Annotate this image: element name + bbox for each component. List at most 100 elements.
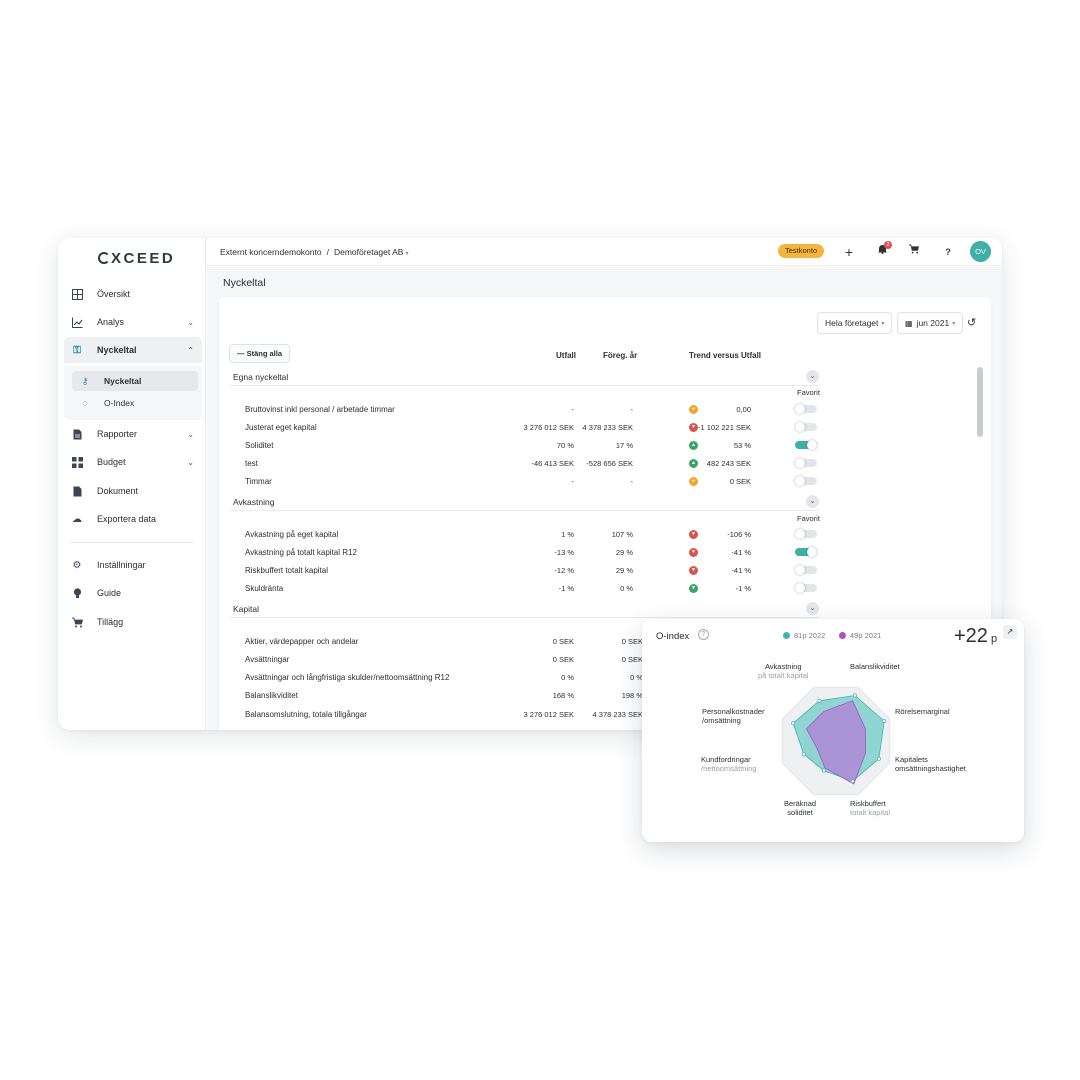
o-index-title: O-index (656, 631, 690, 642)
period-select[interactable]: ▦ jun 2021 ▾ (897, 312, 964, 334)
sidebar-subitem-label: O-Index (104, 398, 135, 408)
expand-icon[interactable]: ↗ (1003, 625, 1017, 639)
sidebar-item-label: Översikt (97, 289, 131, 299)
row-prev-year: - (630, 477, 634, 486)
sidebar-item-label: Exportera data (97, 514, 157, 524)
radar-chart (781, 686, 891, 796)
chevron-down-icon[interactable]: ▾ (405, 251, 409, 257)
row-label: Avkastning på totalt kapital R12 (245, 548, 357, 557)
close-all-button[interactable]: — Stäng alla (229, 344, 291, 363)
sidebar-subitem-nyckeltal[interactable]: ⚷ Nyckeltal (72, 371, 198, 391)
favorite-toggle[interactable] (795, 476, 817, 486)
scope-select-value: Hela företaget (825, 318, 879, 328)
sidebar-item-installningar[interactable]: ⚙ Inställningar (64, 552, 202, 578)
loader-icon: ◌ (82, 398, 88, 408)
radar-point (850, 779, 855, 784)
cart-icon[interactable] (906, 244, 922, 260)
chevron-down-icon: ⌄ (187, 317, 194, 327)
sidebar-item-label: Inställningar (97, 560, 146, 570)
sidebar-item-analys[interactable]: Analys ⌄ (64, 309, 202, 335)
favorite-toggle[interactable] (795, 547, 817, 557)
testkonto-badge: Testkonto (778, 244, 825, 258)
reset-icon[interactable]: ↺ (967, 317, 977, 329)
row-label: Avsättningar (245, 655, 290, 664)
sidebar: XCEED Översikt Analys ⌄ ⚿ Nyckeltal ⌃ ⚷ … (58, 238, 206, 730)
sidebar-item-nyckeltal[interactable]: ⚿ Nyckeltal ⌃ (64, 337, 202, 363)
sidebar-item-rapporter[interactable]: Rapporter ⌄ (64, 421, 202, 447)
favorite-toggle[interactable] (795, 440, 817, 450)
sidebar-subitem-label: Nyckeltal (104, 376, 142, 386)
favorite-toggle[interactable] (795, 422, 817, 432)
chevron-down-icon[interactable]: ⌄ (806, 602, 819, 615)
favorite-toggle[interactable] (795, 458, 817, 468)
trend-up-icon: ▲ (689, 459, 698, 468)
score-unit: p (990, 633, 998, 645)
o-index-score: +22 p (954, 625, 997, 648)
row-prev-year: 107 % (611, 530, 633, 539)
sidebar-subitem-o-index[interactable]: ◌ O-Index (72, 393, 198, 413)
trend-down-icon: ▼ (689, 566, 698, 575)
row-prev-year: 17 % (615, 441, 633, 450)
legend-item-2022: 81p 2022 (783, 631, 825, 640)
row-label: Bruttovinst inkl personal / arbetade tim… (245, 405, 395, 414)
favorite-toggle[interactable] (795, 565, 817, 575)
sidebar-divider (70, 542, 193, 543)
sidebar-submenu: ⚷ Nyckeltal ◌ O-Index (64, 366, 202, 420)
sidebar-item-oversikt[interactable]: Översikt (64, 281, 202, 307)
breadcrumb-company[interactable]: Demoföretaget AB (333, 247, 404, 257)
apps-icon (71, 456, 83, 468)
trend-down-icon: ▼ (689, 548, 698, 557)
help-icon[interactable]: ? (945, 247, 951, 257)
avatar[interactable]: OV (970, 241, 991, 262)
row-outcome: 3 276 012 SEK (523, 423, 574, 432)
chevron-down-icon: ▾ (881, 320, 885, 327)
section-title[interactable]: Egna nyckeltal (233, 372, 289, 382)
favorite-toggle[interactable] (795, 404, 817, 414)
scrollbar[interactable] (977, 367, 983, 437)
radar-point (801, 752, 806, 757)
sidebar-item-tillagg[interactable]: Tillägg (64, 609, 202, 635)
sidebar-item-exportera-data[interactable]: ☁ Exportera data (64, 506, 202, 532)
plus-icon[interactable]: + (844, 244, 854, 260)
bell-icon[interactable]: 2 (874, 241, 892, 260)
period-select-value: jun 2021 (916, 318, 950, 328)
sidebar-item-guide[interactable]: Guide (64, 580, 202, 606)
section-title[interactable]: Avkastning (233, 497, 275, 507)
help-icon[interactable]: ? (698, 629, 709, 640)
trend-down-icon: ▼ (689, 423, 698, 432)
sidebar-item-label: Nyckeltal (97, 345, 137, 355)
radar-point (791, 721, 796, 726)
chevron-down-icon: ▾ (952, 320, 956, 327)
row-trend-value: 0,00 (736, 405, 751, 414)
chevron-down-icon[interactable]: ⌄ (806, 495, 819, 508)
legend-item-2021: 49p 2021 (839, 631, 881, 640)
row-prev-year: - (630, 405, 634, 414)
favorite-toggle[interactable] (795, 583, 817, 593)
row-label: Timmar (245, 477, 272, 486)
chevron-up-icon: ⌃ (187, 345, 194, 355)
row-label: Balansomslutning, totala tillgångar (245, 710, 367, 719)
radar-axis-label: Beräknad soliditet (783, 799, 817, 817)
chevron-down-icon[interactable]: ⌄ (806, 370, 819, 383)
o-index-card: O-index ? 81p 2022 49p 2021 +22 p ↗ Balan… (642, 619, 1024, 842)
breadcrumb-account[interactable]: Externt koncerndemokonto (220, 247, 322, 257)
sidebar-item-label: Rapporter (97, 429, 138, 439)
section-title[interactable]: Kapital (233, 604, 259, 614)
sidebar-item-dokument[interactable]: Dokument (64, 478, 202, 504)
row-prev-year: 29 % (615, 548, 633, 557)
sidebar-item-budget[interactable]: Budget ⌄ (64, 449, 202, 475)
cart-icon (71, 616, 83, 628)
logo[interactable]: XCEED (98, 250, 175, 267)
cloud-download-icon: ☁ (72, 513, 82, 525)
row-label: Aktier, värdepapper och andelar (245, 637, 359, 646)
legend-swatch (783, 632, 790, 639)
row-prev-year: 0 SEK (621, 655, 643, 664)
sidebar-item-label: Dokument (97, 486, 139, 496)
row-label: Avkastning på eget kapital (245, 530, 339, 539)
favorite-toggle[interactable] (795, 529, 817, 539)
scope-select[interactable]: Hela företaget ▾ (817, 312, 893, 334)
breadcrumb-separator: / (326, 247, 329, 257)
sidebar-item-label: Analys (97, 317, 125, 327)
row-prev-year: 4 378 233 SEK (592, 710, 643, 719)
row-outcome: - (571, 477, 575, 486)
